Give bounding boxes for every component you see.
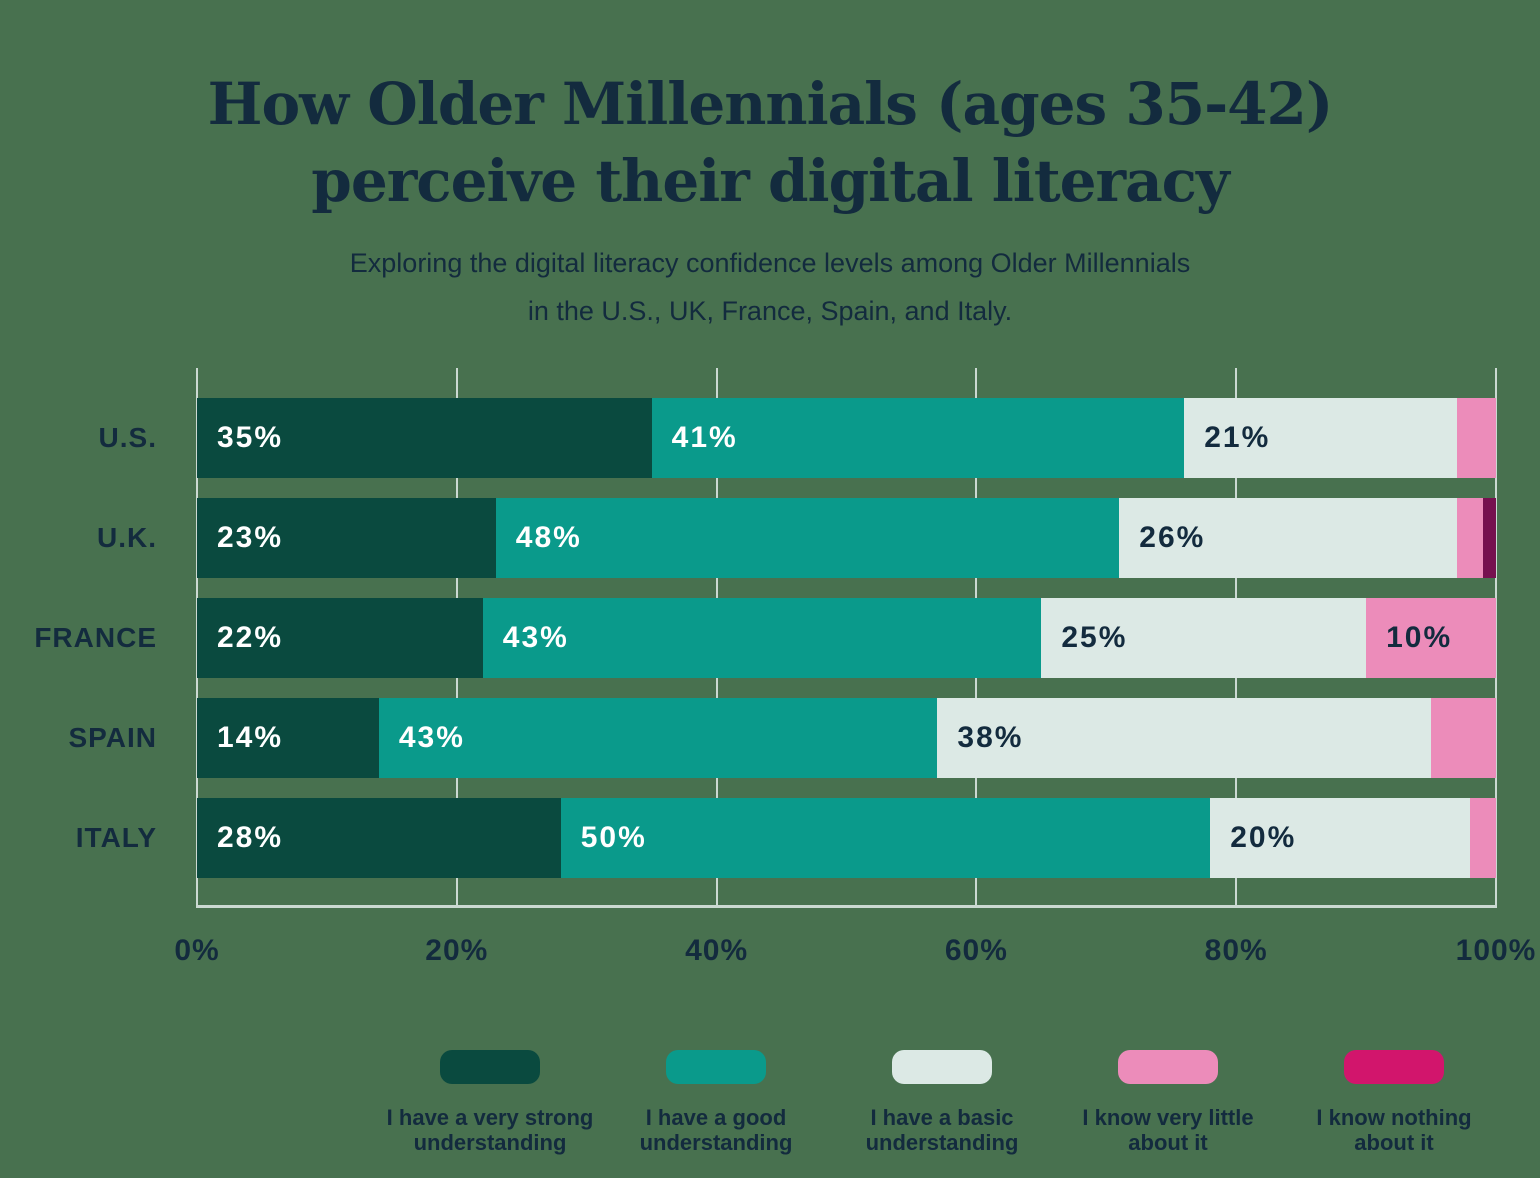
- bar-segment-label: 43%: [502, 621, 569, 654]
- bar-segment: 35%: [197, 398, 652, 478]
- legend-swatch: [440, 1050, 540, 1084]
- bar-segment: 43%: [378, 698, 938, 778]
- bar-segment: 10%: [1366, 598, 1496, 678]
- bar-row-italy: 28% 50% 20%: [197, 798, 1496, 878]
- legend-swatch: [666, 1050, 766, 1084]
- bar-segment: 43%: [482, 598, 1042, 678]
- bar-row-france: 22% 43% 25% 10%: [197, 598, 1496, 678]
- bar-segment-label: 48%: [515, 521, 582, 554]
- bar-segment: 21%: [1184, 398, 1457, 478]
- x-axis-line: [197, 905, 1496, 908]
- legend-item: I have a very strong understanding: [377, 1050, 603, 1155]
- legend-swatch: [1118, 1050, 1218, 1084]
- bar-segment: 14%: [197, 698, 379, 778]
- bar-segment: [1457, 498, 1483, 578]
- bar-row-spain: 14% 43% 38%: [197, 698, 1496, 778]
- bar-segment: 50%: [560, 798, 1211, 878]
- legend-item: I know nothing about it: [1281, 1050, 1507, 1155]
- bar-segment: 41%: [651, 398, 1185, 478]
- bar-segment-label: 43%: [398, 721, 465, 754]
- legend-swatch: [892, 1050, 992, 1084]
- x-axis-tick: 0%: [174, 934, 220, 967]
- bar-segment: 25%: [1041, 598, 1367, 678]
- bar-segment-label: 21%: [1204, 421, 1271, 454]
- chart-subtitle-line-2: in the U.S., UK, France, Spain, and Ital…: [527, 296, 1013, 326]
- bar-segment: [1431, 698, 1496, 778]
- legend-item: I have a good understanding: [603, 1050, 829, 1155]
- gridline: [1495, 368, 1497, 908]
- bar-segment: 20%: [1210, 798, 1471, 878]
- legend-item: I have a basic understanding: [829, 1050, 1055, 1155]
- bar-segment-label: 23%: [217, 521, 284, 554]
- bar-segment-label: 25%: [1061, 621, 1128, 654]
- bar-segment-label: 22%: [217, 621, 284, 654]
- bar-segment: [1470, 798, 1496, 878]
- legend: I have a very strong understanding I have …: [377, 1050, 1507, 1155]
- legend-swatch: [1344, 1050, 1444, 1084]
- chart-subtitle: Exploring the digital literacy confidenc…: [0, 239, 1540, 335]
- bar-row-us: 35% 41% 21%: [197, 398, 1496, 478]
- legend-label: I know nothing about it: [1316, 1105, 1472, 1155]
- legend-label: I have a very strong understanding: [386, 1105, 594, 1155]
- bar-segment: 28%: [197, 798, 561, 878]
- bar-segment: [1457, 398, 1496, 478]
- x-axis-tick: 40%: [685, 934, 749, 967]
- y-axis-label: U.S.: [98, 422, 157, 453]
- bar-segment-label: 35%: [217, 421, 284, 454]
- bar-segment-label: 50%: [580, 821, 647, 854]
- bar-segment-label: 20%: [1230, 821, 1297, 854]
- bar-segment-label: 26%: [1139, 521, 1206, 554]
- bar-row-uk: 23% 48% 26%: [197, 498, 1496, 578]
- legend-item: I know very little about it: [1055, 1050, 1281, 1155]
- x-axis-tick: 100%: [1455, 934, 1537, 967]
- bar-segment-label: 41%: [671, 421, 738, 454]
- x-axis-tick: 60%: [944, 934, 1008, 967]
- y-axis-label: SPAIN: [68, 722, 157, 753]
- legend-label: I know very little about it: [1082, 1105, 1254, 1155]
- chart-title-line-2: perceive their digital literacy: [311, 146, 1229, 215]
- bar-segment: 26%: [1119, 498, 1458, 578]
- y-axis-label: U.K.: [97, 522, 157, 553]
- plot-area: 35% 41% 21% 23% 48% 26% 22% 43% 25% 10% 14% 43% 38% 2…: [196, 368, 1497, 908]
- bar-segment: 48%: [495, 498, 1120, 578]
- bar-segment: [1482, 498, 1496, 578]
- chart-title: How Older Millennials (ages 35-42) perce…: [0, 66, 1540, 220]
- chart-title-line-1: How Older Millennials (ages 35-42): [207, 69, 1334, 138]
- bar-segment: 38%: [937, 698, 1432, 778]
- bar-segment: 22%: [197, 598, 483, 678]
- bar-segment-label: 10%: [1386, 621, 1453, 654]
- bar-segment-label: 14%: [217, 721, 284, 754]
- x-axis-tick: 20%: [425, 934, 489, 967]
- y-axis-label: ITALY: [75, 822, 157, 853]
- bar-segment: 23%: [197, 498, 496, 578]
- bar-segment-label: 28%: [217, 821, 284, 854]
- chart-subtitle-line-1: Exploring the digital literacy confidenc…: [349, 248, 1191, 278]
- y-axis-label: FRANCE: [34, 622, 157, 653]
- legend-label: I have a basic understanding: [865, 1105, 1019, 1155]
- x-axis-tick: 80%: [1204, 934, 1268, 967]
- bar-segment-label: 38%: [957, 721, 1024, 754]
- legend-label: I have a good understanding: [639, 1105, 793, 1155]
